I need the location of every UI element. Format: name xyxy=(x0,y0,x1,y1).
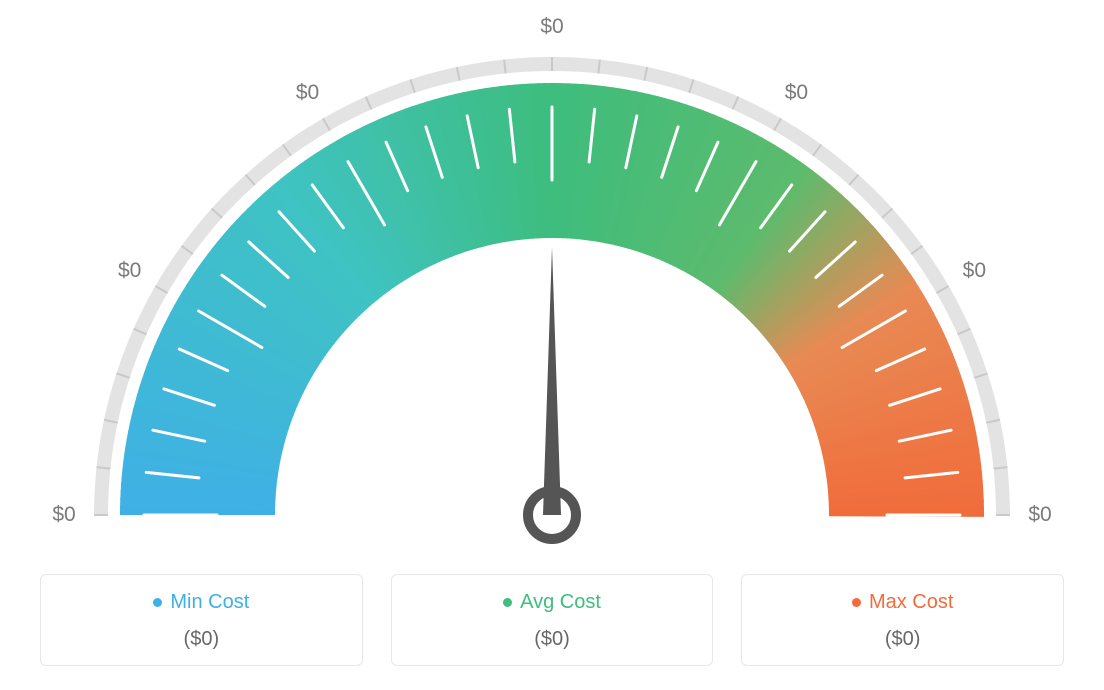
cost-gauge-chart: $0 $0 $0 $0 $0 $0 $0 xyxy=(0,0,1104,560)
gauge-svg xyxy=(0,0,1104,560)
legend-label-avg: Avg Cost xyxy=(520,591,601,614)
legend-card-max: Max Cost ($0) xyxy=(741,574,1064,666)
gauge-tick-label: $0 xyxy=(118,259,141,283)
gauge-tick-label: $0 xyxy=(1028,503,1051,527)
gauge-tick-label: $0 xyxy=(52,503,75,527)
legend-label-max: Max Cost xyxy=(869,591,953,614)
gauge-tick-label: $0 xyxy=(540,15,563,39)
gauge-tick-label: $0 xyxy=(296,81,319,105)
gauge-tick-label: $0 xyxy=(785,81,808,105)
legend-label-min: Min Cost xyxy=(170,591,249,614)
legend-row: Min Cost ($0) Avg Cost ($0) Max Cost ($0… xyxy=(40,574,1064,666)
legend-value-max: ($0) xyxy=(752,628,1053,651)
legend-dot-avg xyxy=(503,598,512,607)
legend-card-avg: Avg Cost ($0) xyxy=(391,574,714,666)
gauge-tick-label: $0 xyxy=(963,259,986,283)
legend-dot-max xyxy=(852,598,861,607)
legend-card-min: Min Cost ($0) xyxy=(40,574,363,666)
legend-value-avg: ($0) xyxy=(402,628,703,651)
legend-value-min: ($0) xyxy=(51,628,352,651)
legend-dot-min xyxy=(153,598,162,607)
